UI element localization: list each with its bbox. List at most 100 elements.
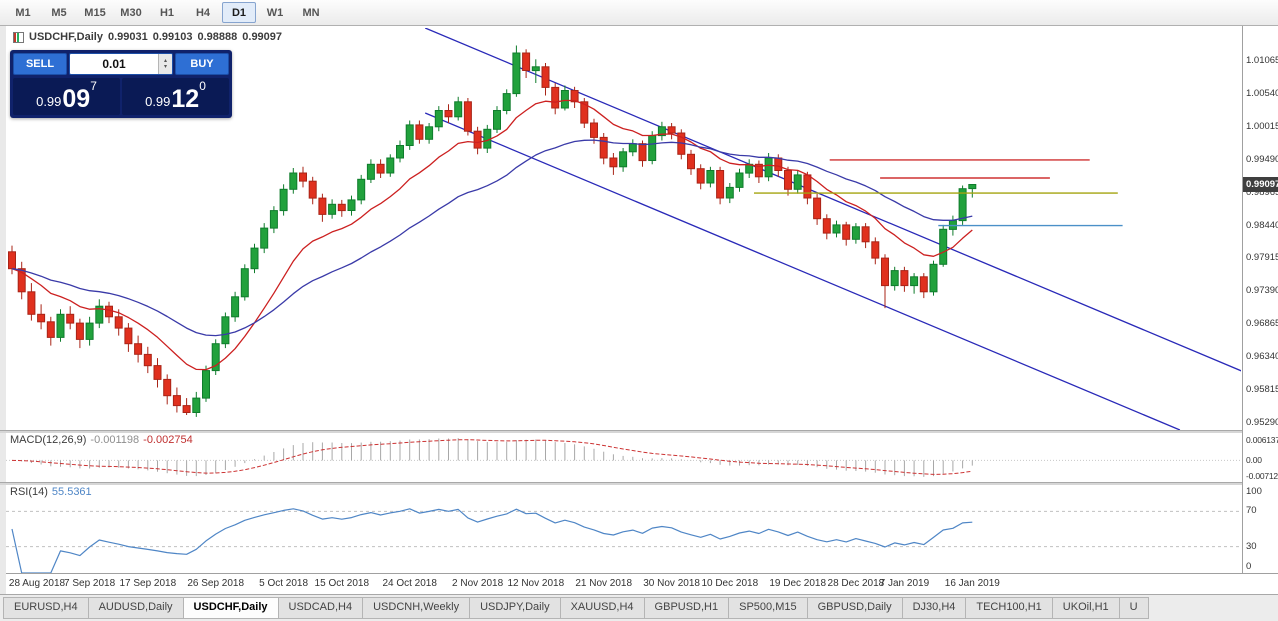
price-axis-label: 0.96865	[1246, 318, 1278, 329]
buy-button[interactable]: BUY	[175, 53, 229, 75]
macd-signal-line	[11, 439, 973, 475]
sell-price-prefix: 0.99	[36, 94, 62, 109]
chart-tab-XAUUSD-H4[interactable]: XAUUSD,H4	[560, 597, 645, 619]
chart-tab-EURUSD-H4[interactable]: EURUSD,H4	[3, 597, 89, 619]
trendlines-group[interactable]	[424, 28, 1241, 430]
price-axis-label: 0.99490	[1246, 153, 1278, 165]
date-axis-label: 17 Sep 2018	[119, 578, 177, 589]
chart-icon	[13, 31, 24, 43]
price-axis-label: 0.96340	[1246, 350, 1278, 362]
ma-30-line	[11, 139, 973, 337]
spin-up-icon[interactable]: ▴	[163, 58, 167, 64]
chart-tab-bar: EURUSD,H4 AUDUSD,Daily USDCHF,Daily USDCAD,…	[0, 594, 1278, 621]
volume-value: 0.01	[102, 57, 126, 71]
date-axis-label: 2 Nov 2018	[452, 578, 504, 589]
spin-down-icon[interactable]: ▾	[163, 64, 167, 70]
ohlc-low: 0.98888	[197, 31, 238, 43]
macd-histogram	[21, 438, 973, 477]
timeframe-button-M5[interactable]: M5	[51, 6, 67, 19]
chart-tab-USDCHF-Daily[interactable]: USDCHF,Daily	[183, 597, 279, 619]
chart-tab-USDCNH-Weekly[interactable]: USDCNH,Weekly	[363, 597, 471, 619]
timeframe-button-M15[interactable]: M15	[84, 6, 106, 19]
buy-price-big: 12	[171, 85, 200, 113]
date-axis-label: 15 Oct 2018	[314, 578, 370, 589]
rsi-axis-label: 30	[1246, 540, 1257, 552]
date-axis-label: 24 Oct 2018	[382, 578, 437, 589]
one-click-trading-panel: SELL 0.01 ▴ ▾ BUY 0.99 09 7 0.99 12 0	[10, 50, 232, 118]
price-chart-pane[interactable]: USDCHF,Daily 0.99031 0.99103 0.98888 0.9…	[6, 28, 1241, 430]
timeframe-button-H1[interactable]: H1	[159, 6, 175, 19]
sell-price-display[interactable]: 0.99 09 7	[13, 78, 120, 115]
chart-tab-USDCAD-H4[interactable]: USDCAD,H4	[278, 597, 364, 619]
price-axis: 0.99097 1.01065 1.00540 1.00015 0.99490 0.98…	[1242, 26, 1278, 573]
timeframe-button-MN[interactable]: MN	[302, 6, 320, 19]
date-axis-label: 7 Jan 2019	[879, 578, 930, 589]
date-axis-label: 16 Jan 2019	[944, 578, 1000, 589]
buy-price-prefix: 0.99	[145, 94, 171, 109]
chart-tab-AUDUSD-Daily[interactable]: AUDUSD,Daily	[88, 597, 184, 619]
macd-axis-label: 0.00	[1246, 455, 1262, 466]
chart-header: USDCHF,Daily 0.99031 0.99103 0.98888 0.9…	[13, 31, 282, 43]
price-axis-label: 1.00540	[1246, 88, 1278, 100]
date-axis-label: 7 Sep 2018	[64, 578, 116, 589]
macd-pane[interactable]: MACD(12,26,9) -0.001198 -0.002754	[6, 433, 1241, 482]
chart-tab-UKOil-H1[interactable]: UKOil,H1	[1052, 597, 1120, 619]
timeframe-button-M1[interactable]: M1	[15, 6, 31, 19]
date-axis-label: 5 Oct 2018	[259, 578, 309, 589]
price-axis-label: 1.01065	[1246, 55, 1278, 67]
chart-tab-GBPUSD-Daily[interactable]: GBPUSD,Daily	[807, 597, 903, 619]
volume-field[interactable]: 0.01 ▴ ▾	[69, 53, 173, 75]
price-axis-label: 0.98965	[1246, 186, 1278, 198]
price-axis-label: 0.98440	[1246, 219, 1278, 231]
timeframe-button-W1[interactable]: W1	[266, 6, 284, 19]
macd-axis-label: 0.006137	[1246, 435, 1278, 445]
timeframe-toolbar: M1 M5 M15 M30 H1 H4 D1 W1 MN	[0, 0, 1278, 26]
ma-12-line	[11, 99, 973, 371]
chart-tab-TECH100-H1[interactable]: TECH100,H1	[966, 597, 1053, 619]
price-axis-label: 1.00015	[1246, 121, 1278, 133]
timeframe-button-M30[interactable]: M30	[120, 6, 142, 19]
macd-signal-value: -0.002754	[143, 434, 193, 446]
date-axis-label: 26 Sep 2018	[187, 578, 245, 589]
date-axis-label: 21 Nov 2018	[575, 578, 633, 589]
horizontal-levels-group[interactable]	[754, 159, 1123, 227]
ohlc-open: 0.99031	[107, 31, 148, 43]
sell-price-sup: 7	[90, 79, 97, 93]
chart-tab-USDJPY-Daily[interactable]: USDJPY,Daily	[470, 597, 561, 619]
macd-name: MACD(12,26,9)	[10, 434, 87, 446]
macd-main-value: -0.001198	[90, 434, 140, 446]
rsi-line	[11, 508, 973, 573]
chart-tab-DJ30-H4[interactable]: DJ30,H4	[902, 597, 967, 619]
pane-splitter[interactable]	[0, 430, 1278, 433]
price-axis-label: 0.97915	[1246, 252, 1278, 264]
current-price-badge: 0.99097	[1243, 176, 1278, 192]
pane-splitter[interactable]	[0, 482, 1278, 485]
chart-left-margin	[0, 26, 6, 594]
rsi-pane[interactable]: RSI(14) 55.5361	[6, 485, 1241, 573]
macd-plot	[6, 438, 1241, 477]
rsi-plot	[6, 508, 1241, 573]
buy-price-display[interactable]: 0.99 12 0	[122, 78, 229, 115]
candlestick-plot[interactable]	[6, 28, 1241, 430]
timeframe-button-H4[interactable]: H4	[195, 6, 211, 19]
chart-tab-GBPUSD-H1[interactable]: GBPUSD,H1	[644, 597, 730, 619]
rsi-axis-label: 0	[1246, 561, 1252, 572]
timeframe-button-D1[interactable]: D1	[222, 2, 256, 23]
ohlc-close: 0.99097	[242, 31, 283, 43]
rsi-axis-label: 100	[1246, 486, 1262, 497]
macd-label: MACD(12,26,9) -0.001198 -0.002754	[10, 434, 193, 446]
date-axis-label: 28 Aug 2018	[8, 578, 66, 589]
chart-title: USDCHF,Daily	[29, 31, 103, 43]
sell-price-big: 09	[62, 85, 91, 113]
volume-spinner[interactable]: ▴ ▾	[158, 54, 172, 74]
ohlc-high: 0.99103	[152, 31, 193, 43]
rsi-levels	[6, 510, 1241, 548]
price-axis-label: 0.97390	[1246, 285, 1278, 297]
chart-tab-SP500-M15[interactable]: SP500,M15	[729, 597, 808, 619]
date-axis-label: 19 Dec 2018	[769, 578, 827, 589]
date-axis-label: 28 Dec 2018	[827, 578, 885, 589]
sell-button[interactable]: SELL	[13, 53, 67, 75]
macd-axis-label: -0.0071242	[1246, 471, 1278, 481]
rsi-name: RSI(14)	[10, 486, 48, 498]
chart-tab-U[interactable]: U	[1119, 597, 1149, 619]
